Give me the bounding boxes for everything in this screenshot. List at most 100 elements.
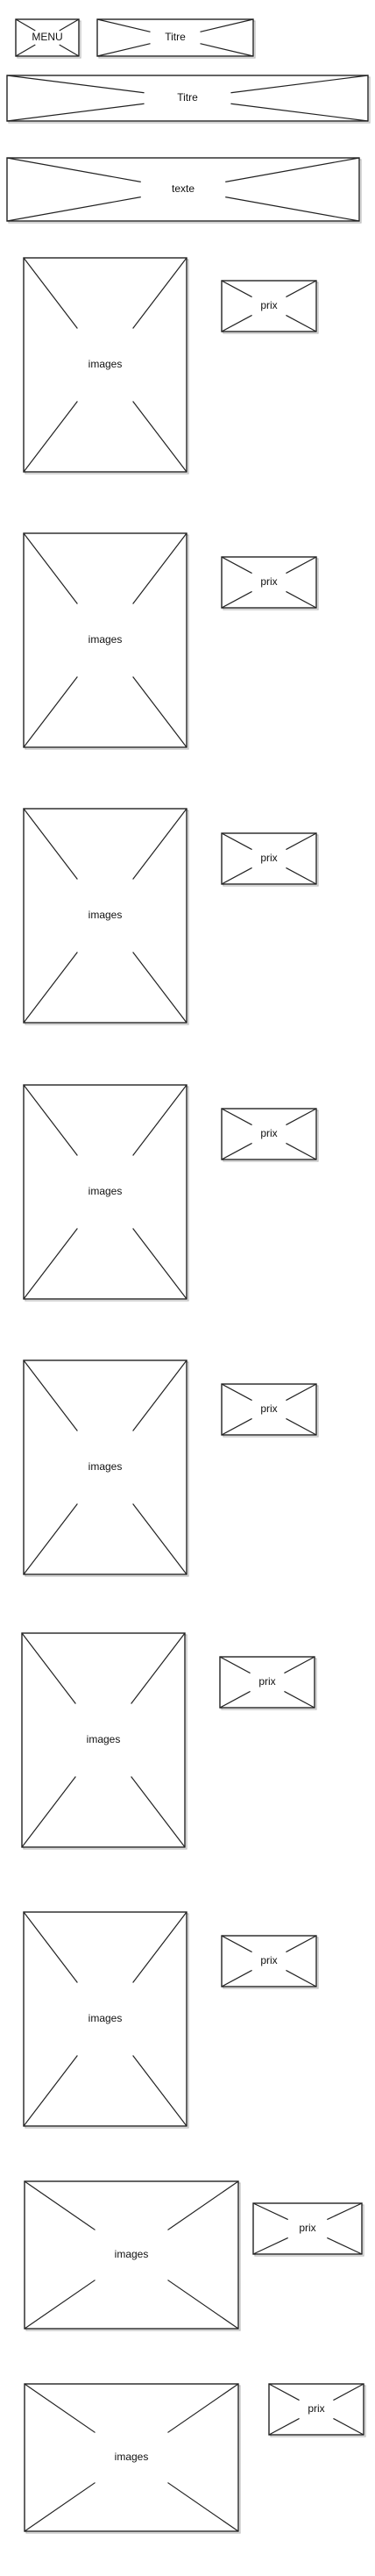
product-price-cross-line bbox=[221, 1417, 252, 1436]
product-price-cross-line bbox=[221, 832, 252, 851]
product-image-cross-line bbox=[167, 2482, 239, 2532]
product-image-label: images bbox=[115, 2451, 149, 2463]
product-item: images prix bbox=[24, 2180, 364, 2331]
product-image-cross-line bbox=[132, 1911, 188, 1983]
product-image-label: images bbox=[88, 909, 123, 921]
product-price: prix bbox=[221, 1935, 319, 1989]
product-image-cross-line bbox=[132, 2055, 188, 2127]
product-price-label: prix bbox=[260, 1954, 277, 1966]
product-price-cross-line bbox=[333, 2383, 364, 2401]
product-image-cross-line bbox=[132, 676, 188, 748]
product-image-cross-line bbox=[167, 2180, 239, 2230]
product-price-cross-line bbox=[286, 280, 317, 298]
product-price: prix bbox=[221, 556, 319, 610]
product-item: images prix bbox=[24, 2383, 366, 2534]
product-image[interactable]: images bbox=[24, 2180, 241, 2331]
product-image[interactable]: images bbox=[23, 1359, 189, 1577]
product-price-cross-line bbox=[219, 1690, 251, 1709]
menu-button[interactable]: MENU bbox=[15, 18, 81, 59]
product-image-cross-line bbox=[132, 1228, 188, 1300]
banner-title-box-cross-line bbox=[230, 75, 369, 94]
product-price: prix bbox=[221, 1383, 319, 1438]
product-image-cross-line bbox=[23, 2055, 78, 2127]
menu-button-cross-line bbox=[59, 18, 80, 32]
product-price-label: prix bbox=[308, 2402, 324, 2415]
product-image-cross-line bbox=[23, 1503, 78, 1575]
product-image[interactable]: images bbox=[21, 1632, 188, 1850]
product-image-cross-line bbox=[23, 1228, 78, 1300]
product-image-cross-line bbox=[23, 401, 78, 473]
product-image-label: images bbox=[115, 2248, 149, 2260]
product-price-cross-line bbox=[286, 832, 317, 851]
product-image[interactable]: images bbox=[23, 257, 189, 475]
product-image-label: images bbox=[88, 2012, 123, 2024]
product-item: images prix bbox=[21, 1632, 317, 1850]
product-price: prix bbox=[268, 2383, 366, 2437]
product-image-label: images bbox=[88, 633, 123, 646]
header-title-box: Titre bbox=[96, 18, 256, 59]
product-price-cross-line bbox=[284, 1656, 315, 1674]
intro-text-box-cross-line bbox=[6, 196, 141, 222]
product-price-cross-line bbox=[221, 590, 252, 609]
product-image-cross-line bbox=[24, 2280, 96, 2330]
product-price: prix bbox=[252, 2202, 364, 2257]
header-title-box-cross-line bbox=[96, 18, 151, 32]
intro-text-box-cross-line bbox=[225, 157, 360, 182]
product-price-cross-line bbox=[327, 2202, 363, 2221]
product-image-cross-line bbox=[167, 2383, 239, 2433]
product-image-label: images bbox=[88, 1185, 123, 1197]
banner-title-box-cross-line bbox=[6, 103, 145, 122]
intro-text-box: texte bbox=[6, 157, 362, 224]
intro-text-box-cross-line bbox=[225, 196, 360, 222]
menu-button-cross-line bbox=[59, 44, 80, 57]
product-price-cross-line bbox=[327, 2237, 363, 2255]
product-image-cross-line bbox=[23, 952, 78, 1024]
banner-title-box-cross-line bbox=[6, 75, 145, 94]
product-image-cross-line bbox=[132, 808, 188, 880]
product-price-cross-line bbox=[268, 2383, 300, 2401]
product-image-cross-line bbox=[23, 1911, 78, 1983]
product-price-cross-line bbox=[252, 2202, 288, 2221]
product-image-cross-line bbox=[24, 2180, 96, 2230]
product-image-cross-line bbox=[23, 1084, 78, 1156]
product-image-cross-line bbox=[132, 401, 188, 473]
menu-button-cross-line bbox=[15, 18, 36, 32]
product-price-cross-line bbox=[333, 2417, 364, 2436]
product-price-cross-line bbox=[221, 280, 252, 298]
product-image-cross-line bbox=[132, 1084, 188, 1156]
product-price-cross-line bbox=[286, 1142, 317, 1160]
product-image-label: images bbox=[88, 358, 123, 370]
product-image[interactable]: images bbox=[24, 2383, 241, 2534]
product-image-cross-line bbox=[21, 1776, 76, 1848]
product-price-label: prix bbox=[258, 1675, 275, 1688]
product-image-cross-line bbox=[24, 2383, 96, 2433]
product-image[interactable]: images bbox=[23, 1911, 189, 2129]
product-image[interactable]: images bbox=[23, 532, 189, 750]
product-price-cross-line bbox=[221, 1108, 252, 1126]
banner-title-box: Titre bbox=[6, 75, 371, 124]
product-price-cross-line bbox=[221, 556, 252, 574]
product-price-cross-line bbox=[286, 1383, 317, 1402]
product-price-cross-line bbox=[268, 2417, 300, 2436]
product-image[interactable]: images bbox=[23, 1084, 189, 1302]
product-item: images prix bbox=[23, 1359, 319, 1577]
product-image-cross-line bbox=[23, 257, 78, 329]
product-image[interactable]: images bbox=[23, 808, 189, 1025]
header-title-box-cross-line bbox=[200, 18, 254, 32]
product-item: images prix bbox=[23, 1911, 319, 2129]
header-title-box-cross-line bbox=[96, 43, 151, 57]
product-image-label: images bbox=[87, 1733, 121, 1745]
product-price-cross-line bbox=[221, 314, 252, 332]
product-image-cross-line bbox=[132, 1503, 188, 1575]
product-price-cross-line bbox=[284, 1690, 315, 1709]
product-image-cross-line bbox=[132, 257, 188, 329]
product-image-cross-line bbox=[132, 1359, 188, 1431]
product-item: images prix bbox=[23, 1084, 319, 1302]
product-price-cross-line bbox=[286, 1417, 317, 1436]
product-price-cross-line bbox=[286, 1969, 317, 1987]
product-image-cross-line bbox=[24, 2482, 96, 2532]
banner-title-box-cross-line bbox=[230, 103, 369, 122]
intro-text-box-label: texte bbox=[172, 182, 195, 195]
product-image-cross-line bbox=[167, 2280, 239, 2330]
product-price: prix bbox=[219, 1656, 317, 1710]
